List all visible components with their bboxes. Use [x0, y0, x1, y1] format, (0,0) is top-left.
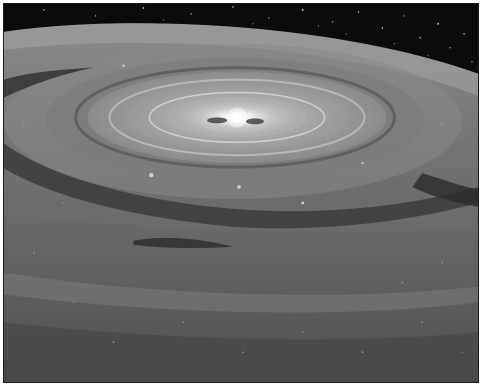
disk-ring-5: [128, 85, 346, 150]
outer-dust-lane: [4, 143, 478, 229]
foreground-dust-streak: [133, 237, 234, 249]
disk-rim: [4, 23, 478, 96]
left-dust-band: [4, 67, 94, 98]
central-star-halo: [227, 107, 247, 128]
core-shadow-right: [245, 118, 264, 125]
disk-ring-6: [148, 91, 326, 144]
core-shadow-left: [207, 117, 228, 124]
dust-speckles: [23, 122, 463, 354]
disk-ring-gap: [74, 66, 396, 169]
planetesimals: [122, 64, 364, 205]
foreground-bright-band: [4, 272, 478, 313]
right-dust-patch: [412, 173, 478, 207]
disk-ring-7: [168, 97, 306, 138]
central-star: [232, 112, 242, 123]
protoplanetary-disk-image: [4, 4, 478, 382]
illustration-frame: [3, 3, 479, 383]
starfield: [43, 6, 473, 91]
disk-ring-4: [108, 78, 366, 157]
foreground-dark-band: [4, 322, 478, 382]
